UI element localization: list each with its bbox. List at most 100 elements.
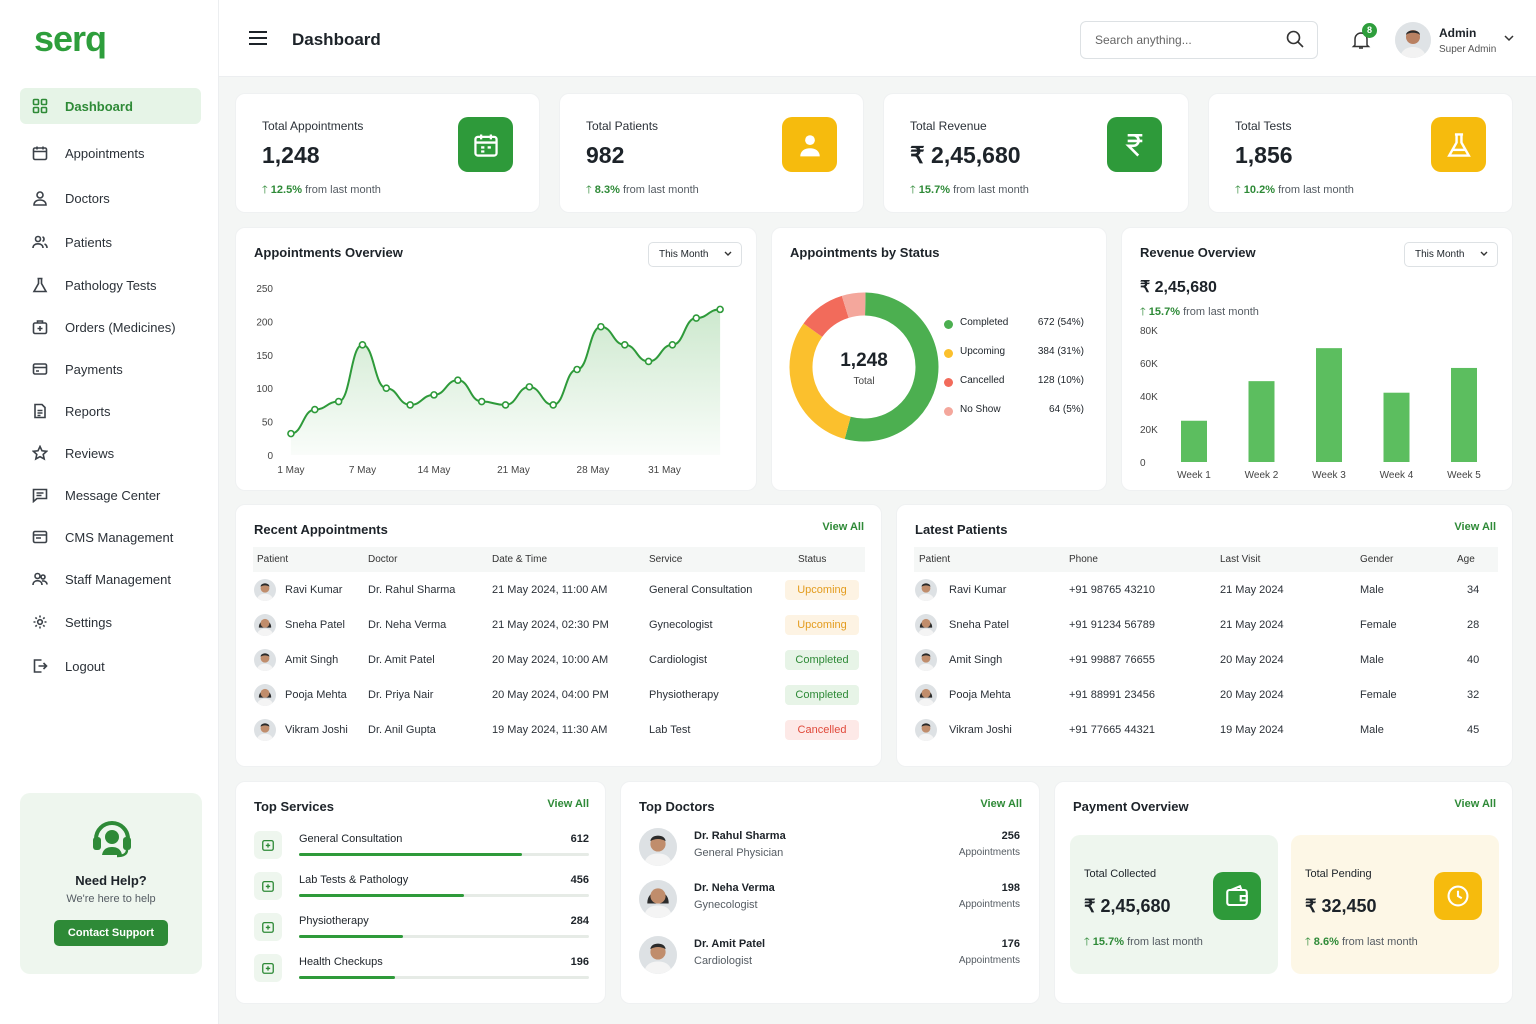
stat-card-patients[interactable]: Total Patients 982 🡑 8.3% from last mont… — [559, 93, 864, 213]
data-point[interactable] — [406, 401, 414, 409]
service-item[interactable]: Health Checkups 196 — [254, 952, 589, 986]
patient-cell: Sneha Patel — [253, 607, 368, 642]
doctor-item[interactable]: Dr. Neha Verma Gynecologist 198 Appointment… — [639, 880, 1020, 920]
bar[interactable] — [1383, 392, 1410, 462]
data-point[interactable] — [310, 405, 319, 414]
service-progress-track — [299, 976, 589, 979]
stat-icon-box — [1107, 117, 1162, 172]
column-header[interactable]: Status — [785, 547, 865, 572]
sidebar-item-doctors[interactable]: Doctors — [20, 180, 201, 216]
sidebar-item-cms-management[interactable]: CMS Management — [20, 519, 201, 555]
total-pending-card[interactable]: Total Pending ₹ 32,450 🡑 8.6% from last … — [1291, 835, 1499, 974]
donut-slice[interactable] — [841, 292, 866, 318]
service-item[interactable]: General Consultation 612 — [254, 829, 589, 863]
menu-icon[interactable] — [249, 31, 267, 45]
table-row[interactable]: Sneha Patel +91 91234 56789 21 May 2024 Fem… — [914, 607, 1498, 642]
stat-card-appointments[interactable]: Total Appointments 1,248 🡑 12.5% from la… — [235, 93, 540, 213]
stat-card-revenue[interactable]: Total Revenue ₹ 2,45,680 🡑 15.7% from la… — [883, 93, 1189, 213]
brand-logo[interactable]: serq — [34, 18, 107, 59]
data-point[interactable] — [382, 384, 391, 392]
view-all-link[interactable]: View All — [1454, 521, 1496, 533]
table-row[interactable]: Pooja Mehta Dr. Priya Nair 20 May 2024, 04… — [253, 677, 865, 712]
sidebar-item-payments[interactable]: Payments — [20, 351, 201, 387]
search-input[interactable] — [1080, 21, 1318, 59]
data-point[interactable] — [716, 305, 724, 314]
data-point[interactable] — [334, 397, 343, 406]
table-row[interactable]: Ravi Kumar Dr. Rahul Sharma 21 May 2024, 1… — [253, 572, 865, 607]
column-header[interactable]: Phone — [1069, 547, 1220, 572]
column-header[interactable]: Age — [1457, 547, 1498, 572]
table-row[interactable]: Amit Singh Dr. Amit Patel 20 May 2024, 10:… — [253, 642, 865, 677]
bar[interactable] — [1316, 348, 1342, 462]
payment-label: Total Pending — [1305, 868, 1372, 880]
view-all-link[interactable]: View All — [822, 521, 864, 533]
bar[interactable] — [1451, 367, 1477, 462]
sidebar-item-patients[interactable]: Patients — [20, 224, 201, 260]
table-row[interactable]: Vikram Joshi Dr. Anil Gupta 19 May 2024, 1… — [253, 712, 865, 747]
data-point[interactable] — [573, 365, 581, 374]
sidebar-item-appointments[interactable]: Appointments — [20, 135, 201, 171]
data-point[interactable] — [477, 397, 486, 406]
sidebar-item-logout[interactable]: Logout — [20, 648, 201, 684]
total-collected-card[interactable]: Total Collected ₹ 2,45,680 🡑 15.7% from … — [1070, 835, 1278, 974]
sidebar-item-reports[interactable]: Reports — [20, 393, 201, 429]
table-row[interactable]: Ravi Kumar +91 98765 43210 21 May 2024 Male… — [914, 572, 1498, 607]
arrow-up-icon: 🡑 — [910, 184, 916, 196]
donut-slice[interactable] — [789, 323, 852, 439]
stat-card-tests[interactable]: Total Tests 1,856 🡑 10.2% from last mont… — [1208, 93, 1513, 213]
service-item[interactable]: Physiotherapy 284 — [254, 911, 589, 945]
column-header[interactable]: Patient — [914, 547, 1069, 572]
doctor-item[interactable]: Dr. Amit Patel Cardiologist 176 Appointment… — [639, 936, 1020, 976]
doctor-name: Dr. Rahul Sharma — [694, 830, 786, 842]
data-point[interactable] — [358, 340, 367, 349]
view-all-link[interactable]: View All — [980, 798, 1022, 810]
phone-cell: +91 98765 43210 — [1069, 583, 1155, 596]
view-all-link[interactable]: View All — [1454, 798, 1496, 810]
contact-support-button[interactable]: Contact Support — [54, 920, 168, 946]
avatar[interactable] — [1395, 22, 1431, 58]
clock-icon — [1447, 885, 1469, 907]
donut-slice[interactable] — [803, 295, 850, 338]
bar[interactable] — [1181, 420, 1207, 462]
column-header[interactable]: Gender — [1360, 547, 1457, 572]
bar[interactable] — [1248, 381, 1275, 462]
column-header[interactable]: Date & Time — [492, 547, 649, 572]
sidebar-item-pathology-tests[interactable]: Pathology Tests — [20, 267, 201, 303]
chevron-down-icon[interactable] — [1504, 35, 1514, 42]
sidebar-item-dashboard[interactable]: Dashboard — [20, 88, 201, 124]
table-row[interactable]: Amit Singh +91 99887 76655 20 May 2024 Male… — [914, 642, 1498, 677]
column-header[interactable]: Doctor — [368, 547, 492, 572]
column-header[interactable]: Service — [649, 547, 785, 572]
sidebar-item-orders[interactable]: Orders (Medicines) — [20, 309, 201, 345]
doctor-item[interactable]: Dr. Rahul Sharma General Physician 256 Appo… — [639, 828, 1020, 868]
sidebar-item-reviews[interactable]: Reviews — [20, 435, 201, 471]
data-point[interactable] — [525, 383, 534, 391]
period-dropdown[interactable]: This Month — [1404, 242, 1498, 267]
data-point[interactable] — [430, 391, 438, 399]
column-header[interactable]: Last Visit — [1220, 547, 1360, 572]
data-point[interactable] — [644, 357, 653, 366]
data-point[interactable] — [549, 401, 558, 409]
sidebar-item-message-center[interactable]: Message Center — [20, 477, 201, 513]
data-point[interactable] — [287, 429, 295, 438]
sidebar-item-settings[interactable]: Settings — [20, 604, 201, 640]
service-item[interactable]: Lab Tests & Pathology 456 — [254, 870, 589, 904]
table-row[interactable]: Pooja Mehta +91 88991 23456 20 May 2024 Fem… — [914, 677, 1498, 712]
column-header[interactable]: Patient — [253, 547, 368, 572]
table-row[interactable]: Sneha Patel Dr. Neha Verma 21 May 2024, 02… — [253, 607, 865, 642]
table-row[interactable]: Vikram Joshi +91 77665 44321 19 May 2024 Ma… — [914, 712, 1498, 747]
status-badge: Completed — [785, 684, 859, 705]
search-icon[interactable] — [1286, 30, 1304, 48]
data-point[interactable] — [668, 340, 677, 349]
data-point[interactable] — [454, 376, 462, 384]
payment-value: ₹ 2,45,680 — [1084, 896, 1171, 916]
period-dropdown[interactable]: This Month — [648, 242, 742, 267]
data-point[interactable] — [501, 401, 510, 409]
donut-slice[interactable] — [844, 292, 939, 442]
data-point[interactable] — [597, 322, 605, 331]
view-all-link[interactable]: View All — [547, 798, 589, 810]
data-point[interactable] — [692, 314, 701, 322]
status-badge: Upcoming — [785, 614, 859, 635]
sidebar-item-staff-management[interactable]: Staff Management — [20, 561, 201, 597]
data-point[interactable] — [620, 340, 629, 349]
